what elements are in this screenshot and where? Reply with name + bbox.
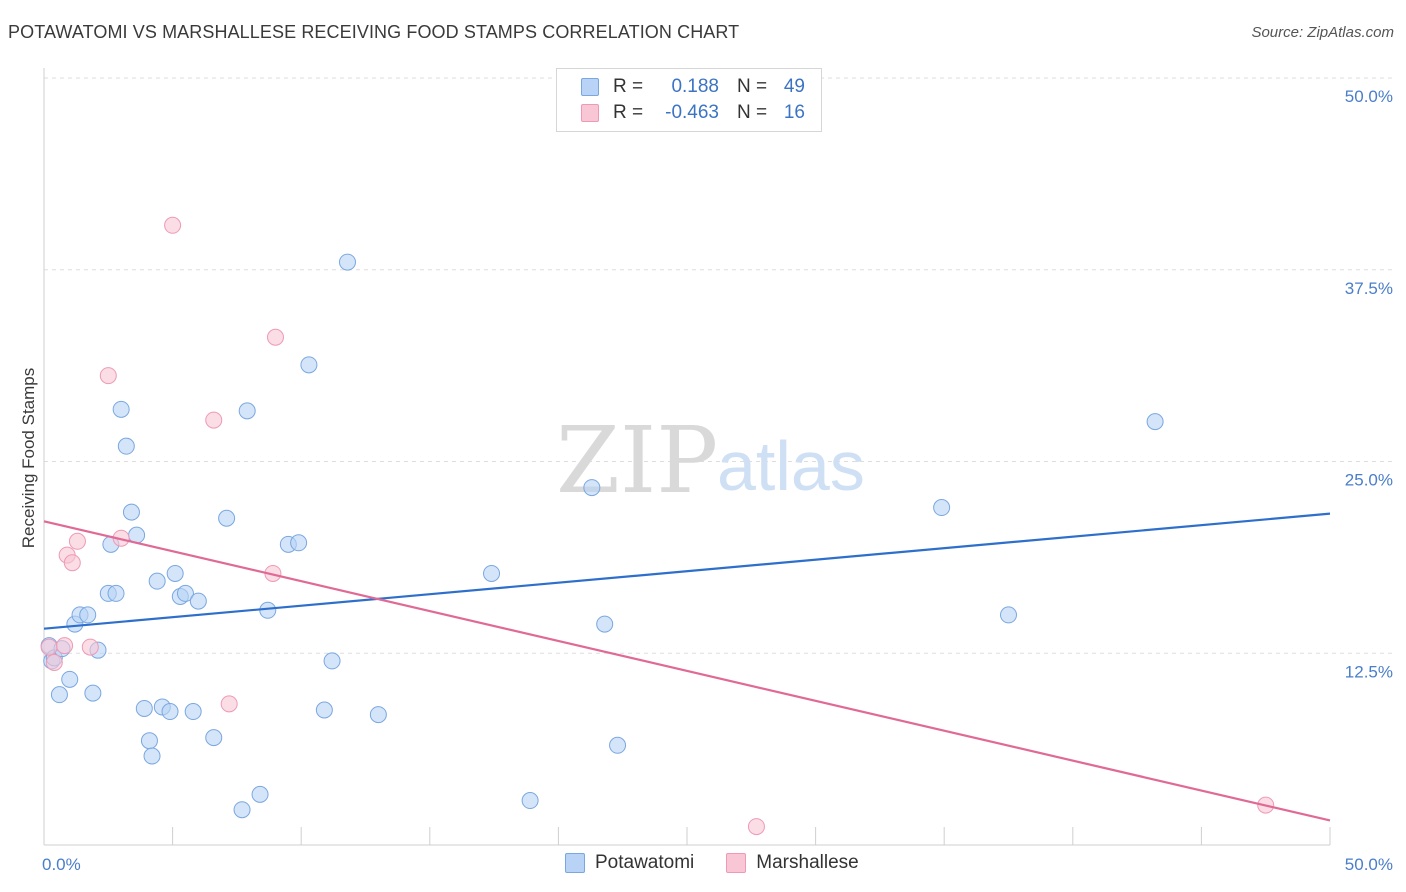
potawatomi-point: [218, 509, 236, 527]
marshallese-point: [99, 367, 117, 385]
n-value: 16: [783, 102, 805, 123]
r-label: R =: [613, 102, 644, 123]
legend-row-potawatomi: R = 0.188 N = 49: [581, 75, 805, 99]
potawatomi-point: [79, 606, 97, 624]
potawatomi-point: [189, 592, 207, 610]
potawatomi-point: [583, 479, 601, 497]
y-tick-label: 25.0%: [1345, 471, 1393, 490]
x-tick-label-max: 50.0%: [1345, 855, 1393, 874]
potawatomi-point: [933, 499, 951, 517]
correlation-legend: R = 0.188 N = 49 R = -0.463 N = 16: [556, 68, 822, 132]
potawatomi-point: [238, 402, 256, 420]
potawatomi-point: [61, 670, 79, 688]
marshallese-points: [40, 216, 1275, 836]
potawatomi-point: [338, 253, 356, 271]
potawatomi-point: [205, 729, 223, 747]
marshallese-swatch: [726, 853, 747, 873]
potawatomi-point: [259, 601, 277, 619]
potawatomi-point: [50, 686, 68, 704]
potawatomi-point: [122, 503, 140, 521]
marshallese-trend-line: [43, 520, 1331, 822]
marshallese-point: [205, 411, 223, 429]
marshallese-point: [56, 637, 74, 655]
r-value: -0.463: [665, 102, 719, 123]
x-tick-label-min: 0.0%: [42, 855, 81, 874]
axes: [43, 68, 1331, 846]
series-legend: Potawatomi Marshallese: [565, 852, 891, 874]
watermark: ZIP atlas: [556, 407, 865, 514]
potawatomi-point: [135, 699, 153, 717]
marshallese-point: [68, 532, 86, 550]
potawatomi-point: [609, 736, 627, 754]
potawatomi-point: [140, 732, 158, 750]
n-value: 49: [783, 76, 805, 97]
n-label: N =: [737, 102, 768, 123]
potawatomi-point: [148, 572, 166, 590]
marshallese-swatch: [581, 104, 599, 122]
potawatomi-point: [315, 701, 333, 719]
potawatomi-point: [176, 584, 194, 602]
legend-row-marshallese: R = -0.463 N = 16: [581, 101, 805, 125]
potawatomi-point: [233, 801, 251, 819]
marshallese-point: [45, 653, 63, 671]
r-value: 0.188: [671, 76, 719, 97]
y-tick-label: 37.5%: [1345, 279, 1393, 298]
y-axis-label: Receiving Food Stamps: [19, 368, 38, 548]
potawatomi-point: [369, 706, 387, 724]
potawatomi-point: [143, 747, 161, 765]
potawatomi-point: [1000, 606, 1017, 624]
marshallese-point: [63, 554, 81, 572]
chart-title: POTAWATOMI VS MARSHALLESE RECEIVING FOOD…: [8, 22, 740, 42]
legend-label-marshallese: Marshallese: [756, 852, 859, 873]
potawatomi-point: [166, 564, 184, 582]
potawatomi-point: [161, 703, 179, 721]
potawatomi-point: [521, 792, 539, 810]
marshallese-point: [164, 216, 182, 234]
potawatomi-point: [84, 684, 102, 702]
potawatomi-point: [323, 652, 341, 670]
grid-lines: [44, 77, 1394, 654]
potawatomi-swatch: [581, 78, 599, 96]
marshallese-point: [220, 695, 238, 713]
potawatomi-point: [107, 584, 125, 602]
watermark-atlas: atlas: [717, 427, 865, 505]
y-tick-label: 12.5%: [1345, 662, 1393, 681]
potawatomi-point: [184, 703, 202, 721]
potawatomi-point: [117, 437, 135, 455]
y-tick-label: 50.0%: [1345, 87, 1393, 106]
potawatomi-point: [290, 534, 308, 552]
potawatomi-point: [1146, 413, 1164, 431]
legend-label-potawatomi: Potawatomi: [595, 852, 695, 873]
r-label: R =: [613, 76, 644, 97]
potawatomi-point: [251, 785, 269, 803]
potawatomi-trend-line: [43, 512, 1331, 630]
marshallese-point: [40, 638, 58, 656]
potawatomi-point: [300, 356, 318, 374]
legend-item-marshallese[interactable]: Marshallese: [726, 852, 859, 874]
legend-item-potawatomi[interactable]: Potawatomi: [565, 852, 694, 874]
marshallese-point: [81, 638, 99, 656]
marshallese-point: [266, 328, 284, 346]
potawatomi-points: [40, 253, 1164, 819]
source-label: Source: ZipAtlas.com: [1251, 24, 1394, 41]
potawatomi-swatch: [565, 853, 585, 873]
tick-labels: 12.5% 25.0% 37.5% 50.0% 0.0% 50.0%: [42, 87, 1393, 874]
watermark-zip: ZIP: [556, 407, 718, 514]
marshallese-point: [747, 818, 765, 836]
potawatomi-point: [596, 615, 614, 633]
n-label: N =: [737, 76, 768, 97]
trend-lines: [43, 512, 1331, 822]
potawatomi-point: [483, 564, 501, 582]
potawatomi-point: [112, 400, 130, 418]
